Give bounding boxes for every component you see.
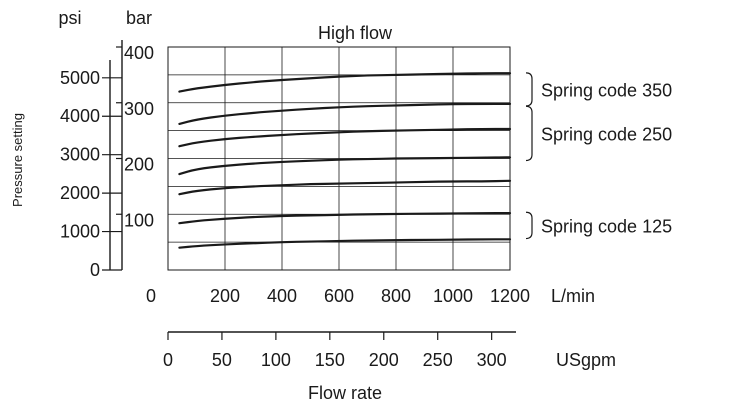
bracket-1 [525,72,533,107]
x-tick-label-usgpm: 0 [163,350,173,370]
series-group [178,72,512,249]
spring-code-annotations: Spring code 350 Spring code 250 Spring cod… [525,72,672,240]
y-tick-label-psi: 3000 [60,145,100,165]
y-tick-label-bar: 200 [124,155,154,175]
x-tick-label-usgpm: 250 [423,350,453,370]
x-tick-label-lmin: 1000 [433,286,473,306]
x-ticks-usgpm: 0 50 100 150 200 250 300 [163,332,507,370]
x-tick-label-usgpm: 50 [212,350,232,370]
series-line-7 [178,72,512,93]
x-tick-label-lmin: 1200 [490,286,530,306]
y-unit-psi: psi [58,8,81,28]
chart-title: High flow [318,23,393,43]
x-tick-label-lmin: 600 [324,286,354,306]
x-axis-title: Flow rate [308,383,382,403]
annotation-label: Spring code 350 [541,80,672,100]
y-tick-label-psi: 5000 [60,68,100,88]
y-ticks-bar: 100 200 300 400 [116,43,154,230]
x-tick-label-usgpm: 300 [477,350,507,370]
y-tick-label-psi: 0 [90,260,100,280]
x-tick-label-usgpm: 150 [315,350,345,370]
bracket-2 [525,105,533,162]
x-tick-label-lmin: 200 [210,286,240,306]
y-tick-label-bar: 100 [124,210,154,230]
y-tick-label-psi: 1000 [60,222,100,242]
y-tick-label-bar: 300 [124,99,154,119]
x-unit-lmin: L/min [551,286,595,306]
annotation-label: Spring code 125 [541,216,672,236]
series-line-5 [178,127,512,148]
series-line-3 [178,179,512,196]
bracket-3 [525,211,533,240]
x-tick-label-usgpm: 200 [369,350,399,370]
x-tick-label-lmin: 800 [381,286,411,306]
series-line-4 [178,156,512,176]
x-ticks-lmin: 0 200 400 600 800 1000 1200 [146,286,530,306]
series-line-6 [178,102,512,125]
x-tick-label-lmin: 0 [146,286,156,306]
y-tick-label-psi: 4000 [60,106,100,126]
x-tick-label-lmin: 400 [267,286,297,306]
y-ticks-psi: 0 1000 2000 3000 4000 5000 [60,68,122,280]
x-tick-label-usgpm: 100 [261,350,291,370]
annotation-label: Spring code 250 [541,124,672,144]
y-unit-bar: bar [126,8,152,28]
x-unit-usgpm: USgpm [556,350,616,370]
series-line-2 [178,211,512,225]
series-line-1 [178,238,512,249]
y-tick-label-psi: 2000 [60,183,100,203]
y-tick-label-bar: 400 [124,43,154,63]
y-axis-title: Pressure setting [10,113,25,207]
